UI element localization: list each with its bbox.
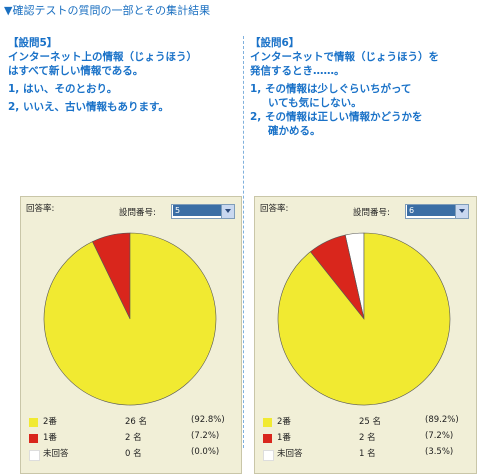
- pie-slice-2: [277, 232, 451, 406]
- legend-count: 0 名: [125, 449, 142, 459]
- question-number-select[interactable]: 6: [405, 204, 469, 219]
- dropdown-button[interactable]: [455, 205, 468, 218]
- legend-label: 1番: [43, 433, 57, 443]
- legend: 2番 25 名 (89.2%) 1番 2 名 (7.2%) 未回答 1 名 (3…: [263, 415, 469, 463]
- answer-rate-label: 回答率:: [26, 204, 55, 214]
- legend-item-none: 未回答 1 名 (3.5%): [263, 447, 469, 463]
- chevron-down-icon: [459, 209, 465, 213]
- question-number-select[interactable]: 5: [171, 204, 235, 219]
- question-number-label: 設問番号:: [119, 208, 156, 218]
- legend-swatch-red: [263, 434, 272, 443]
- question-number-label: 設問番号:: [353, 208, 390, 218]
- page-title: ▼確認テストの質問の一部とその集計結果: [4, 4, 211, 17]
- legend-label: 1番: [277, 433, 291, 443]
- pie-chart: [277, 232, 451, 406]
- answer-option-2: 2, いいえ、古い情報もあります。: [8, 101, 169, 113]
- legend-percent: (0.0%): [191, 447, 220, 457]
- legend-swatch-yellow: [263, 418, 272, 427]
- question-text-line: インターネットで情報（じょうほう）を: [250, 51, 439, 63]
- pie-slice-2: [43, 232, 217, 406]
- pie-slices: [277, 232, 451, 406]
- pie-chart: [43, 232, 217, 406]
- question-text-line: はすべて新しい情報である。: [8, 65, 144, 77]
- answer-option-1: 1, はい、そのとおり。: [8, 83, 118, 95]
- legend-percent: (92.8%): [191, 415, 225, 425]
- legend-count: 2 名: [125, 433, 142, 443]
- question-title: 【設問5】: [8, 37, 58, 49]
- dropdown-button[interactable]: [221, 205, 234, 218]
- legend-count: 1 名: [359, 449, 376, 459]
- answer-option-1-cont: いても気にしない。: [268, 97, 362, 109]
- legend-count: 25 名: [359, 417, 382, 427]
- question-title: 【設問6】: [250, 37, 300, 49]
- question-text-line: 発信するとき……。: [250, 65, 345, 77]
- question-number-value: 5: [173, 205, 221, 216]
- legend: 2番 26 名 (92.8%) 1番 2 名 (7.2%) 未回答 0 名 (0…: [29, 415, 235, 463]
- results-panel: 回答率: 設問番号: 6 2番 25 名 (89.2%) 1番 2 名 (7.2…: [254, 196, 477, 474]
- question-number-value: 6: [407, 205, 455, 216]
- legend-percent: (3.5%): [425, 447, 454, 457]
- legend-item-none: 未回答 0 名 (0.0%): [29, 447, 235, 463]
- results-panel: 回答率: 設問番号: 5 2番 26 名 (92.8%) 1番 2 名 (7.2…: [20, 196, 242, 474]
- legend-percent: (89.2%): [425, 415, 459, 425]
- right-column: 【設問6】 インターネットで情報（じょうほう）を 発信するとき……。 1, その…: [250, 36, 480, 474]
- legend-item-2: 2番 26 名 (92.8%): [29, 415, 235, 431]
- legend-item-1: 1番 2 名 (7.2%): [29, 431, 235, 447]
- legend-swatch-yellow: [29, 418, 38, 427]
- legend-item-1: 1番 2 名 (7.2%): [263, 431, 469, 447]
- legend-label: 未回答: [43, 449, 69, 459]
- legend-percent: (7.2%): [425, 431, 454, 441]
- legend-label: 2番: [43, 417, 57, 427]
- legend-count: 26 名: [125, 417, 148, 427]
- question-6: 【設問6】 インターネットで情報（じょうほう）を 発信するとき……。 1, その…: [250, 36, 480, 138]
- answer-option-2: 2, その情報は正しい情報かどうかを: [250, 111, 423, 123]
- left-column: 【設問5】 インターネット上の情報（じょうほう） はすべて新しい情報である。 1…: [8, 36, 242, 474]
- question-5: 【設問5】 インターネット上の情報（じょうほう） はすべて新しい情報である。 1…: [8, 36, 238, 114]
- pie-slices: [43, 232, 217, 406]
- legend-label: 2番: [277, 417, 291, 427]
- column-divider: [243, 36, 244, 448]
- legend-percent: (7.2%): [191, 431, 220, 441]
- legend-item-2: 2番 25 名 (89.2%): [263, 415, 469, 431]
- legend-count: 2 名: [359, 433, 376, 443]
- question-text-line: インターネット上の情報（じょうほう）: [8, 51, 197, 63]
- answer-option-1: 1, その情報は少しぐらいちがって: [250, 83, 412, 95]
- answer-rate-label: 回答率:: [260, 204, 289, 214]
- legend-label: 未回答: [277, 449, 303, 459]
- legend-swatch-red: [29, 434, 38, 443]
- chevron-down-icon: [225, 209, 231, 213]
- answer-option-2-cont: 確かめる。: [268, 125, 321, 137]
